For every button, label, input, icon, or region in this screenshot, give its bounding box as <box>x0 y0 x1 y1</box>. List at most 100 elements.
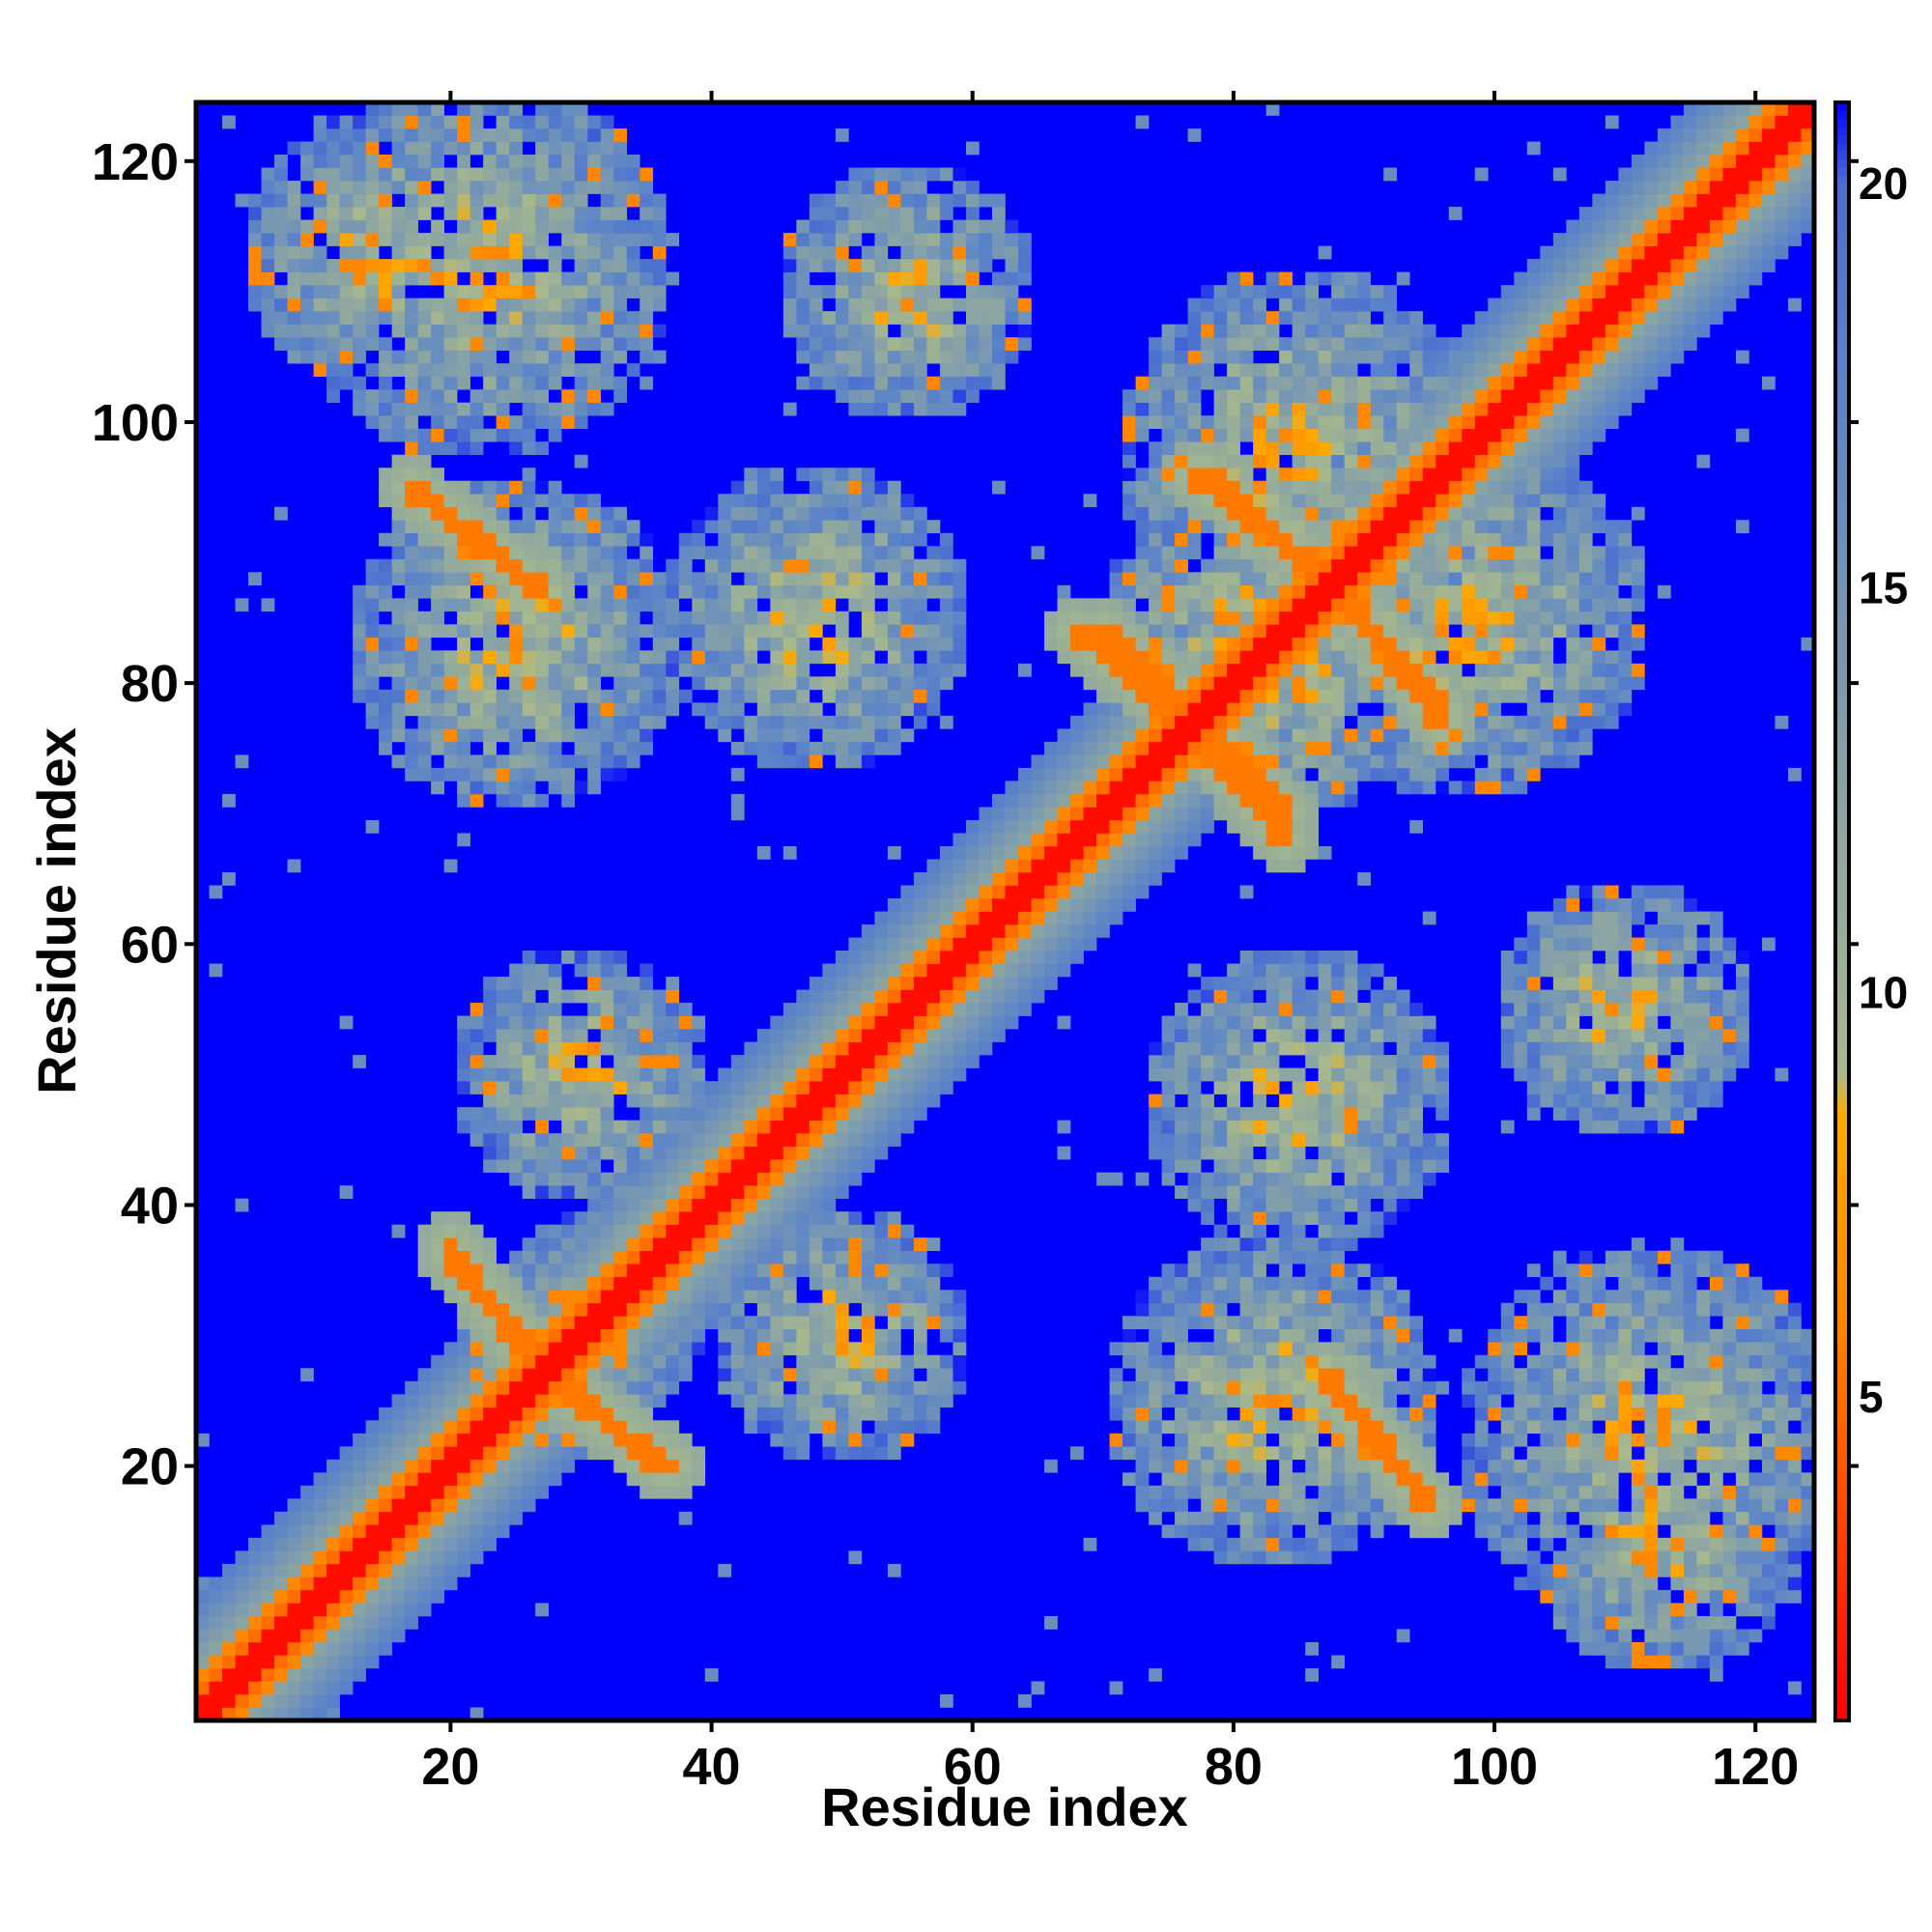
heatmap-cell <box>391 271 406 286</box>
heatmap-cell <box>796 728 810 743</box>
heatmap-cell <box>431 520 444 534</box>
heatmap-cell <box>1253 285 1266 298</box>
heatmap-cell <box>1175 1133 1188 1147</box>
heatmap-cell <box>1044 1459 1058 1473</box>
heatmap-cell <box>391 1577 406 1591</box>
heatmap-cell <box>1292 963 1306 978</box>
heatmap-cell <box>1213 1420 1228 1435</box>
heatmap-cell <box>496 767 510 781</box>
heatmap-cell <box>1149 468 1162 482</box>
heatmap-cell <box>874 989 889 1004</box>
heatmap-cell <box>405 650 418 665</box>
heatmap-cell <box>1265 977 1280 990</box>
heatmap-cell <box>353 689 366 703</box>
heatmap-cell <box>535 128 550 142</box>
heatmap-cell <box>939 663 953 677</box>
heatmap-cell <box>639 271 654 286</box>
heatmap-cell <box>770 520 784 534</box>
heatmap-cell <box>1292 1224 1306 1238</box>
heatmap-cell <box>965 271 980 286</box>
heatmap-cell <box>1031 807 1045 821</box>
heatmap-cell <box>561 781 576 795</box>
heatmap-cell <box>730 480 745 495</box>
heatmap-cell <box>587 141 602 156</box>
heatmap-cell <box>1161 506 1176 521</box>
heatmap-cell <box>1279 650 1293 665</box>
heatmap-cell <box>1044 793 1058 808</box>
heatmap-cell <box>587 1224 602 1238</box>
heatmap-cell <box>835 1394 849 1408</box>
heatmap-cell <box>561 689 576 703</box>
heatmap-cell <box>469 767 484 781</box>
heatmap-cell <box>861 1029 875 1042</box>
heatmap-cell <box>522 1107 536 1121</box>
heatmap-cell <box>379 193 392 208</box>
heatmap-cell <box>379 1563 392 1577</box>
heatmap-cell <box>1305 1120 1319 1134</box>
heatmap-cell <box>744 1055 758 1068</box>
heatmap-cell <box>678 1459 693 1473</box>
heatmap-cell <box>652 572 667 586</box>
heatmap-cell <box>574 1342 588 1356</box>
heatmap-cell <box>548 689 562 703</box>
heatmap-cell <box>666 1485 680 1499</box>
heatmap-cell <box>509 546 523 560</box>
heatmap-cell <box>379 1511 392 1525</box>
heatmap-cell <box>1213 1511 1228 1525</box>
heatmap-cell <box>196 1629 210 1643</box>
heatmap-cell <box>1279 546 1293 560</box>
heatmap-cell <box>431 546 444 560</box>
heatmap-cell <box>848 1120 863 1134</box>
heatmap-cell <box>1187 1316 1202 1330</box>
heatmap-cell <box>848 1264 863 1278</box>
heatmap-cell <box>639 1485 654 1499</box>
heatmap-cell <box>535 793 550 808</box>
heatmap-cell <box>1227 793 1240 808</box>
heatmap-cell <box>913 1394 927 1408</box>
heatmap-cell <box>782 689 797 703</box>
heatmap-cell <box>300 1641 314 1656</box>
heatmap-cell <box>718 1146 732 1160</box>
heatmap-cell <box>835 977 849 990</box>
heatmap-cell <box>1227 337 1240 351</box>
heatmap-cell <box>469 1524 484 1539</box>
heatmap-cell <box>965 193 980 208</box>
heatmap-cell <box>1265 285 1280 298</box>
heatmap-cell <box>587 324 602 338</box>
heatmap-cell <box>457 650 470 665</box>
heatmap-cell <box>496 1485 510 1499</box>
heatmap-cell <box>848 584 863 599</box>
heatmap-cell <box>926 1380 941 1395</box>
heatmap-cell <box>626 1172 640 1186</box>
heatmap-cell <box>770 624 784 639</box>
heatmap-cell <box>1135 1446 1150 1461</box>
heatmap-cell <box>704 1264 719 1278</box>
heatmap-cell <box>535 141 550 156</box>
heatmap-cell <box>443 115 458 129</box>
heatmap-cell <box>1279 285 1293 298</box>
heatmap-cell <box>417 428 432 442</box>
heatmap-cell <box>443 584 458 599</box>
heatmap-cell <box>782 532 797 547</box>
heatmap-cell <box>405 663 418 677</box>
heatmap-cell <box>457 833 470 847</box>
heatmap-cell <box>952 181 967 194</box>
heatmap-cell <box>457 1342 470 1356</box>
heatmap-cell <box>1161 1328 1176 1343</box>
heatmap-cell <box>848 1446 863 1461</box>
heatmap-cell <box>848 676 863 691</box>
heatmap-cell <box>600 584 614 599</box>
heatmap-cell <box>1213 324 1228 338</box>
heatmap-cell <box>1213 285 1228 298</box>
heatmap-cell <box>417 181 432 194</box>
heatmap-cell <box>939 1302 953 1317</box>
heatmap-cell <box>835 754 849 769</box>
heatmap-cell <box>431 155 444 168</box>
heatmap-cell <box>600 1342 614 1356</box>
heatmap-cell <box>261 207 275 220</box>
heatmap-cell <box>222 1629 236 1643</box>
heatmap-cell <box>822 1120 837 1134</box>
heatmap-cell <box>327 324 340 338</box>
heatmap-cell <box>1044 624 1058 639</box>
heatmap-cell <box>652 989 667 1004</box>
